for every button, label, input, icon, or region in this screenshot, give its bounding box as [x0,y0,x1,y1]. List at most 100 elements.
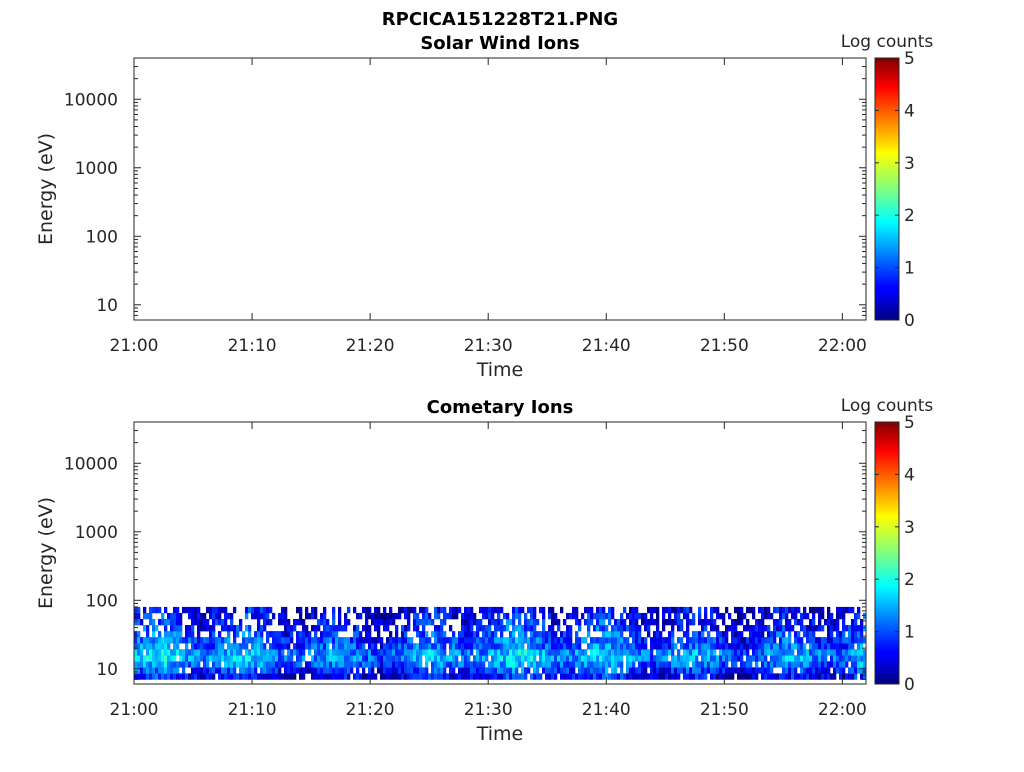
heatmap-cell [854,649,858,656]
heatmap-cell [371,655,375,662]
heatmap-cell [473,673,477,680]
heatmap-cell [674,655,678,662]
heatmap-cell [374,625,378,632]
heatmap-cell [596,661,600,668]
heatmap-cell [569,612,573,620]
heatmap-cell [809,619,813,626]
heatmap-cell [158,661,162,668]
heatmap-cell [683,631,687,638]
heatmap-cell [185,673,189,680]
heatmap-cell [611,673,615,680]
heatmap-cell [494,661,498,668]
heatmap-cell [782,637,786,644]
heatmap-cell [437,655,441,662]
heatmap-cell [551,649,555,656]
heatmap-cell [407,637,411,644]
heatmap-cell [476,631,480,638]
heatmap-cell [278,667,282,674]
heatmap-cell [356,649,360,656]
heatmap-cell [281,655,285,662]
heatmap-cell [524,655,528,662]
heatmap-cell [314,661,318,668]
heatmap-cell [419,649,423,656]
heatmap-cell [218,619,222,626]
heatmap-cell [809,637,813,644]
heatmap-cell [791,655,795,662]
heatmap-cell [479,643,483,650]
heatmap-cell [371,643,375,650]
heatmap-cell [557,637,561,644]
heatmap-cell [779,619,783,626]
heatmap-cell [848,655,852,662]
colorbar-gradient [874,421,900,685]
heatmap-cell [359,655,363,662]
heatmap-cell [653,643,657,650]
colorbar-label: Log counts [841,396,934,416]
heatmap-cell [434,649,438,656]
heatmap-cell [416,619,420,626]
heatmap-cell [512,625,516,632]
heatmap-cell [272,643,276,650]
heatmap-cell [176,643,180,650]
heatmap-cell [620,673,624,680]
heatmap-cell [815,673,819,680]
heatmap-cell [818,643,822,650]
heatmap-cell [785,619,789,626]
heatmap-cell [182,649,186,656]
heatmap-cell [629,625,633,632]
heatmap-cell [863,649,867,656]
heatmap-cell [452,643,456,650]
heatmap-cell [632,619,636,626]
heatmap-cell [290,631,294,638]
heatmap-cell [308,637,312,644]
heatmap-cell [281,631,285,638]
heatmap-cell [542,649,546,656]
heatmap-cell [212,655,216,662]
heatmap-cell [527,625,531,632]
heatmap-cell [137,643,141,650]
heatmap-cell [179,612,183,620]
heatmap-cell [626,661,630,668]
heatmap-cell [179,673,183,680]
heatmap-cell [275,673,279,680]
heatmap-cell [305,661,309,668]
heatmap-cell [443,655,447,662]
heatmap-cell [575,631,579,638]
heatmap-cell [701,655,705,662]
heatmap-cell [278,612,282,620]
heatmap-cell [722,619,726,626]
heatmap-cell [146,631,150,638]
heatmap-cell [809,606,813,614]
heatmap-cell [296,643,300,650]
heatmap-cell [854,625,858,632]
heatmap-cell [230,673,234,680]
heatmap-cell [470,667,474,674]
heatmap-cell [833,649,837,656]
heatmap-cell [491,649,495,656]
heatmap-cell [641,643,645,650]
heatmap-cell [479,655,483,662]
heatmap-cell [671,637,675,644]
heatmap-cell [488,643,492,650]
heatmap-cell [224,649,228,656]
heatmap-cell [275,637,279,644]
heatmap-cell [527,649,531,656]
heatmap-cell [158,667,162,674]
heatmap-cell [176,667,180,674]
heatmap-cell [620,655,624,662]
heatmap-cell [452,637,456,644]
heatmap-cell [197,637,201,644]
heatmap-cell [668,637,672,644]
heatmap-cell [443,661,447,668]
heatmap-cell [512,606,516,614]
heatmap-cell [590,655,594,662]
heatmap-cell [206,643,210,650]
heatmap-cell [173,661,177,668]
heatmap-cell [572,649,576,656]
heatmap-cell [476,655,480,662]
heatmap-cell [857,667,861,674]
heatmap-cell [134,655,138,662]
heatmap-cell [425,661,429,668]
heatmap-cell [824,661,828,668]
